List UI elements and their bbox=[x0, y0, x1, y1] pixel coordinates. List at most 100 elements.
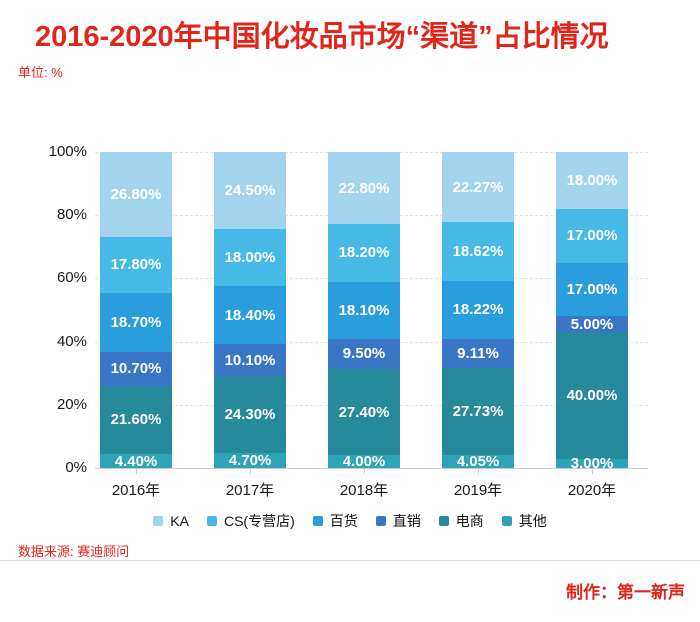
legend-item-百货: 百货 bbox=[312, 511, 358, 531]
bar-segment-value-label: 3.00% bbox=[570, 454, 614, 472]
legend-item-其他: 其他 bbox=[501, 511, 547, 531]
legend-item-直销: 直销 bbox=[375, 511, 421, 531]
bar-2020年: 18.00% 17.00% 17.00% 5.00% 40.00% 3.00% bbox=[556, 152, 628, 472]
bar-segment-电商: 40.00% bbox=[556, 332, 628, 459]
unit-label: 单位: % bbox=[18, 65, 63, 80]
bar-segment-value-label: 9.11% bbox=[457, 344, 499, 362]
bar-segment-value-label: 4.40% bbox=[114, 452, 158, 470]
credit-label: 制作：第一新声 bbox=[566, 583, 685, 602]
x-axis-category-label: 2019年 bbox=[453, 482, 503, 499]
bar-segment-value-label: 21.60% bbox=[110, 411, 162, 429]
legend-item-电商: 电商 bbox=[438, 511, 484, 531]
legend-item-label: 直销 bbox=[392, 513, 421, 529]
bar-2016年: 26.80% 17.80% 18.70% 10.70% 21.60% 4.40% bbox=[100, 152, 172, 470]
bar-segment-百货: 18.22% bbox=[442, 281, 514, 339]
bar-segment-value-label: 27.73% bbox=[452, 402, 504, 420]
bar-segment-value-label: 17.80% bbox=[110, 256, 162, 274]
bar-segment-直销: 10.10% bbox=[214, 344, 286, 377]
bar-2017年: 24.50% 18.00% 18.40% 10.10% 24.30% 4.70% bbox=[214, 152, 286, 468]
page-title: 2016-2020年中国化妆品市场“渠道”占比情况 bbox=[35, 21, 609, 53]
x-axis-tick bbox=[364, 468, 365, 474]
bar-segment-value-label: 4.05% bbox=[456, 453, 500, 471]
bar-segment-value-label: 4.00% bbox=[342, 453, 386, 471]
bar-segment-电商: 27.40% bbox=[328, 368, 400, 456]
bar-segment-其他: 4.70% bbox=[214, 453, 286, 468]
x-axis-category-label: 2018年 bbox=[339, 482, 389, 499]
bar-segment-电商: 21.60% bbox=[100, 385, 172, 455]
y-axis-tick-label: 60% bbox=[56, 269, 87, 287]
bar-segment-value-label: 17.00% bbox=[566, 227, 618, 245]
legend-color-swatch bbox=[153, 516, 164, 526]
legend-color-swatch bbox=[206, 516, 217, 526]
bar-segment-value-label: 5.00% bbox=[570, 315, 614, 333]
y-axis-tick-label: 0% bbox=[65, 459, 87, 476]
x-axis-category-label: 2017年 bbox=[225, 482, 275, 499]
bar-segment-value-label: 40.00% bbox=[566, 386, 618, 404]
bar-segment-KA: 22.80% bbox=[328, 152, 400, 225]
bar-segment-value-label: 24.30% bbox=[224, 406, 276, 424]
legend-color-swatch bbox=[375, 516, 386, 526]
y-axis-tick-label: 100% bbox=[48, 143, 87, 160]
data-source-label: 数据来源: 赛迪顾问 bbox=[18, 544, 130, 559]
bar-segment-value-label: 22.27% bbox=[452, 178, 504, 196]
bar-segment-百货: 18.70% bbox=[100, 292, 172, 352]
bar-segment-value-label: 18.00% bbox=[566, 171, 618, 189]
bar-segment-直销: 9.11% bbox=[442, 338, 514, 368]
x-axis-tick bbox=[250, 468, 251, 474]
bar-segment-value-label: 18.40% bbox=[224, 306, 276, 324]
bar-segment-value-label: 18.62% bbox=[452, 243, 504, 261]
bar-segment-KA: 22.27% bbox=[442, 152, 514, 223]
bar-segment-百货: 18.40% bbox=[214, 286, 286, 345]
bar-segment-KA: 24.50% bbox=[214, 152, 286, 230]
chart-legend: KA CS(专营店) 百货 直销 电商 其他 bbox=[0, 511, 700, 531]
bar-segment-value-label: 17.00% bbox=[566, 280, 618, 298]
bar-segment-其他: 4.40% bbox=[100, 452, 172, 470]
stacked-bar-chart: 0% 20% 40% 60% 80% 100% 26.80% 17.80% 18.70% 10.7… bbox=[49, 143, 648, 499]
bar-segment-其他: 4.05% bbox=[442, 453, 514, 471]
legend-item-CS(专营店): CS(专营店) bbox=[206, 511, 295, 531]
bar-segment-KA: 26.80% bbox=[100, 152, 172, 237]
bar-segment-直销: 10.70% bbox=[100, 352, 172, 386]
bar-2018年: 22.80% 18.20% 18.10% 9.50% 27.40% 4.00% bbox=[328, 152, 400, 471]
legend-color-swatch bbox=[312, 516, 323, 526]
x-axis-tick bbox=[136, 468, 137, 474]
bar-segment-value-label: 10.10% bbox=[224, 351, 276, 369]
bar-segment-其他: 4.00% bbox=[328, 453, 400, 471]
bar-segment-CS(专营店): 18.00% bbox=[214, 229, 286, 287]
bar-segment-value-label: 27.40% bbox=[338, 403, 390, 421]
footer-divider bbox=[0, 560, 700, 561]
bar-segment-value-label: 9.50% bbox=[342, 345, 386, 363]
legend-item-label: CS(专营店) bbox=[223, 513, 295, 529]
y-axis-tick-label: 80% bbox=[56, 206, 87, 224]
x-axis-tick bbox=[478, 468, 479, 474]
bar-segment-CS(专营店): 18.20% bbox=[328, 224, 400, 282]
bar-segment-电商: 24.30% bbox=[214, 376, 286, 454]
bar-segment-value-label: 18.20% bbox=[338, 244, 390, 262]
bar-segment-value-label: 24.50% bbox=[224, 182, 276, 200]
bar-segment-value-label: 18.70% bbox=[110, 313, 162, 331]
bar-segment-value-label: 18.22% bbox=[452, 301, 504, 319]
legend-color-swatch bbox=[438, 516, 449, 526]
bar-segment-直销: 5.00% bbox=[556, 315, 628, 333]
bar-segment-CS(专营店): 18.62% bbox=[442, 222, 514, 282]
bar-segment-KA: 18.00% bbox=[556, 152, 628, 209]
legend-item-label: 其他 bbox=[518, 513, 547, 529]
bar-segment-直销: 9.50% bbox=[328, 338, 400, 369]
bar-segment-value-label: 4.70% bbox=[228, 452, 272, 470]
x-axis-tick bbox=[592, 468, 593, 474]
bar-segment-value-label: 18.00% bbox=[224, 249, 276, 267]
bar-segment-CS(专营店): 17.80% bbox=[100, 236, 172, 293]
bar-segment-value-label: 18.10% bbox=[338, 301, 390, 319]
legend-color-swatch bbox=[501, 516, 512, 526]
x-axis-category-label: 2020年 bbox=[567, 482, 617, 499]
bar-segment-电商: 27.73% bbox=[442, 367, 514, 456]
legend-item-KA: KA bbox=[153, 513, 189, 529]
bar-segment-其他: 3.00% bbox=[556, 454, 628, 472]
bar-segment-百货: 17.00% bbox=[556, 262, 628, 317]
bar-segment-value-label: 26.80% bbox=[110, 185, 162, 203]
bar-segment-百货: 18.10% bbox=[328, 281, 400, 339]
bar-segment-CS(专营店): 17.00% bbox=[556, 208, 628, 263]
y-axis-tick-label: 20% bbox=[56, 395, 87, 413]
legend-item-label: 电商 bbox=[455, 513, 484, 529]
